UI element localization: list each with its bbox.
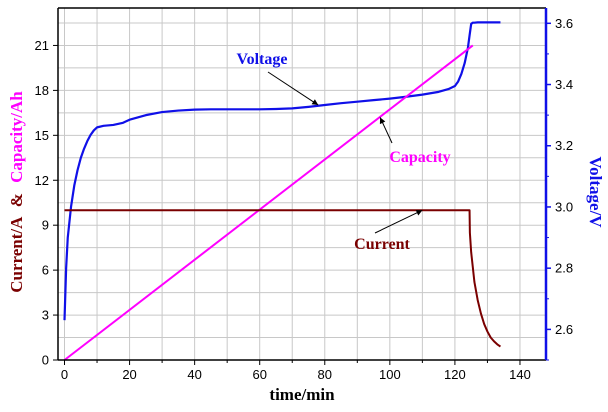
y-left-tick-label: 9 xyxy=(42,218,49,233)
series-label-voltage: Voltage xyxy=(237,51,288,68)
x-tick-label: 40 xyxy=(187,367,201,382)
y-left-tick-label: 12 xyxy=(35,173,49,188)
x-tick-label: 140 xyxy=(509,367,531,382)
x-tick-label: 100 xyxy=(379,367,401,382)
arrow-current xyxy=(374,209,423,234)
grid xyxy=(58,8,546,361)
annotations: Voltage Capacity Current xyxy=(237,51,451,253)
y-axis-title-current: Current/A xyxy=(7,216,26,293)
arrow-current-head xyxy=(415,210,423,216)
x-tick-label: 0 xyxy=(61,367,68,382)
y-axis-title-ampersand: & xyxy=(7,193,26,207)
series-layer xyxy=(63,21,502,361)
series-line-capacity xyxy=(63,44,474,361)
y-right-tick-label: 3.6 xyxy=(555,16,573,31)
arrow-voltage-head xyxy=(311,99,319,106)
y-left-tick-label: 18 xyxy=(35,83,49,98)
y-left-tick-label: 15 xyxy=(35,128,49,143)
y-axis-title-left: Current/A & Capacity/Ah xyxy=(7,91,26,293)
y-right-tick-label: 3.4 xyxy=(555,77,573,92)
x-tick-label: 80 xyxy=(318,367,332,382)
arrow-capacity-head xyxy=(379,117,386,125)
y-axis-title-right: Voltage/V xyxy=(586,156,605,228)
x-tick-label: 20 xyxy=(122,367,136,382)
x-tick-label: 60 xyxy=(252,367,266,382)
x-axis-title: time/min xyxy=(269,385,335,404)
series-label-capacity: Capacity xyxy=(389,149,450,166)
y-right-tick-label: 2.8 xyxy=(555,261,573,276)
y-left-tick-label: 0 xyxy=(42,353,49,368)
y-right-tick-label: 3.2 xyxy=(555,138,573,153)
arrow-voltage xyxy=(267,71,319,106)
plot-frame xyxy=(57,7,548,361)
y-left-tick-label: 3 xyxy=(42,308,49,323)
tick-layer: 0 20 40 60 80 100 120 140 0 3 6 9 12 15 18 21 2.6 2.8 3.0 3… xyxy=(35,16,574,382)
y-right-tick-label: 3.0 xyxy=(555,199,573,214)
y-left-tick-label: 6 xyxy=(42,263,49,278)
x-tick-label: 120 xyxy=(444,367,466,382)
y-right-tick-label: 2.6 xyxy=(555,322,573,337)
series-line-voltage xyxy=(63,21,501,321)
series-label-current: Current xyxy=(354,236,410,253)
y-axis-title-capacity: Capacity/Ah xyxy=(7,91,26,183)
series-line-current xyxy=(64,209,502,348)
y-left-tick-label: 21 xyxy=(35,38,49,53)
